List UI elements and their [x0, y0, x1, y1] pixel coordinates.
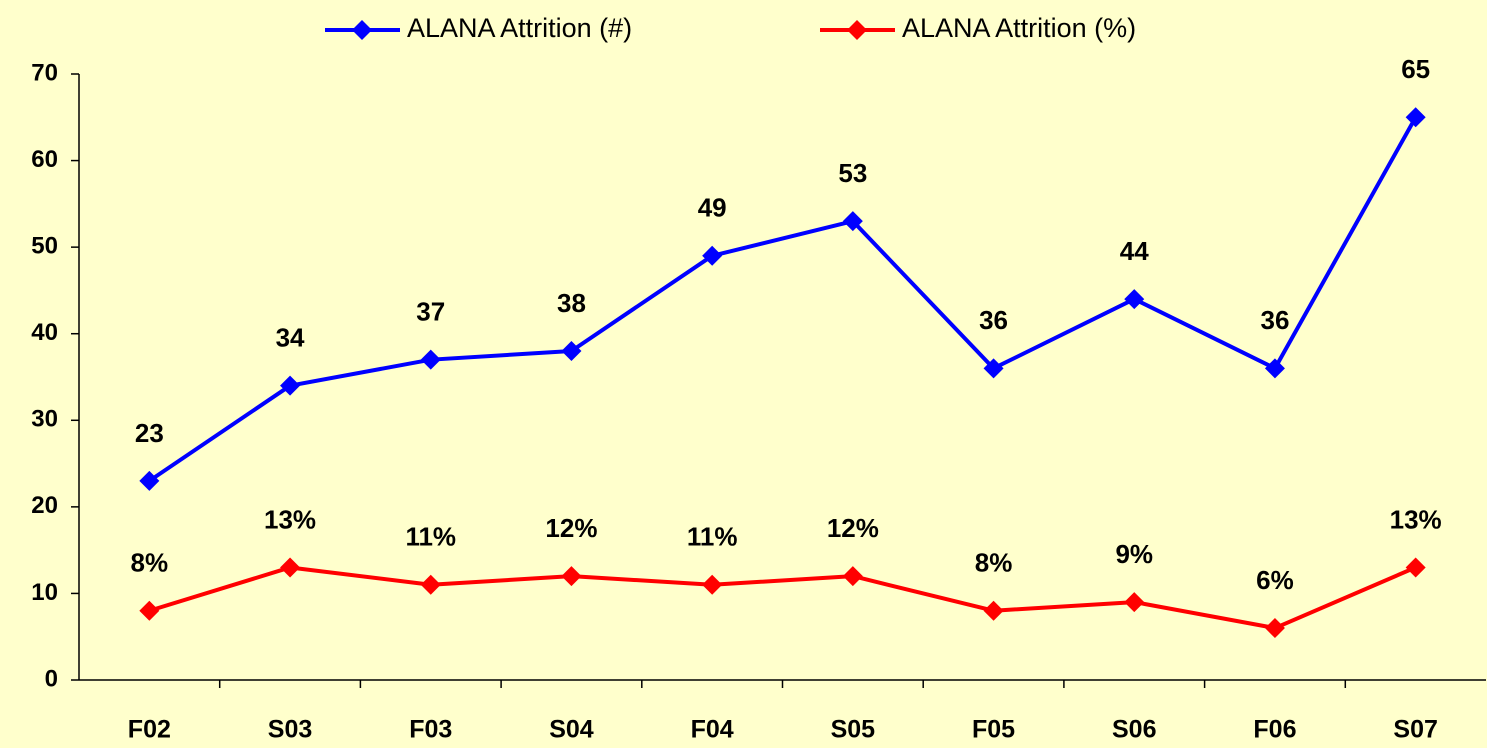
data-label: 23: [135, 418, 164, 448]
point-marker: [842, 211, 863, 232]
data-label: 49: [698, 193, 727, 223]
data-label: 44: [1120, 236, 1149, 266]
data-label: 6%: [1256, 565, 1294, 595]
x-tick-label: F02: [128, 716, 171, 744]
legend-marker: [352, 20, 372, 40]
data-label: 53: [838, 158, 867, 188]
x-tick-label: S05: [831, 716, 876, 744]
series-line: [148, 116, 1418, 483]
x-tick-label: F03: [409, 716, 452, 744]
data-label: 37: [416, 297, 445, 327]
x-tick-label: S04: [549, 716, 594, 744]
point-marker: [1264, 618, 1285, 639]
point-marker: [1405, 107, 1426, 128]
data-label: 65: [1401, 54, 1430, 84]
data-label: 12%: [827, 513, 879, 543]
point-marker: [1264, 358, 1285, 379]
x-tick-label: S07: [1393, 716, 1437, 744]
point-marker: [139, 600, 160, 621]
y-tick-label: 40: [31, 319, 58, 346]
point-marker: [842, 566, 863, 587]
data-label: 36: [1260, 305, 1289, 335]
x-tick-label: F04: [691, 716, 734, 744]
point-marker: [280, 557, 301, 578]
y-tick-label: 30: [31, 406, 58, 433]
x-tick-label: F05: [972, 716, 1015, 744]
x-tick-label: S03: [268, 716, 312, 744]
point-marker: [702, 245, 723, 266]
data-label: 13%: [1390, 504, 1442, 534]
point-marker: [983, 600, 1004, 621]
point-marker: [561, 341, 582, 362]
y-tick-label: 0: [45, 665, 58, 692]
data-label: 8%: [131, 548, 169, 578]
legend-label: ALANA Attrition (#): [407, 13, 632, 43]
data-label: 12%: [545, 513, 597, 543]
data-label: 11%: [687, 522, 738, 552]
y-tick-label: 20: [31, 492, 58, 519]
point-marker: [561, 566, 582, 587]
point-marker: [420, 349, 441, 370]
data-label: 36: [979, 305, 1008, 335]
point-marker: [420, 574, 441, 595]
legend-label: ALANA Attrition (%): [902, 13, 1136, 43]
point-marker: [280, 375, 301, 396]
data-label: 38: [557, 288, 586, 318]
y-tick-label: 50: [31, 232, 58, 259]
point-marker: [983, 358, 1004, 379]
point-marker: [1405, 557, 1426, 578]
series-line: [148, 565, 1417, 631]
point-marker: [139, 470, 160, 491]
y-tick-label: 10: [31, 579, 58, 606]
data-label: 9%: [1115, 539, 1153, 569]
data-label: 34: [276, 323, 305, 353]
point-marker: [1124, 592, 1145, 613]
x-tick-label: S06: [1112, 716, 1156, 744]
point-marker: [1124, 289, 1145, 310]
y-tick-label: 70: [31, 59, 58, 86]
data-label: 8%: [975, 548, 1013, 578]
point-marker: [702, 574, 723, 595]
data-label: 11%: [405, 522, 456, 552]
y-tick-label: 60: [31, 146, 58, 173]
legend-marker: [847, 20, 867, 40]
x-tick-label: F06: [1253, 716, 1296, 744]
data-label: 13%: [264, 504, 316, 534]
